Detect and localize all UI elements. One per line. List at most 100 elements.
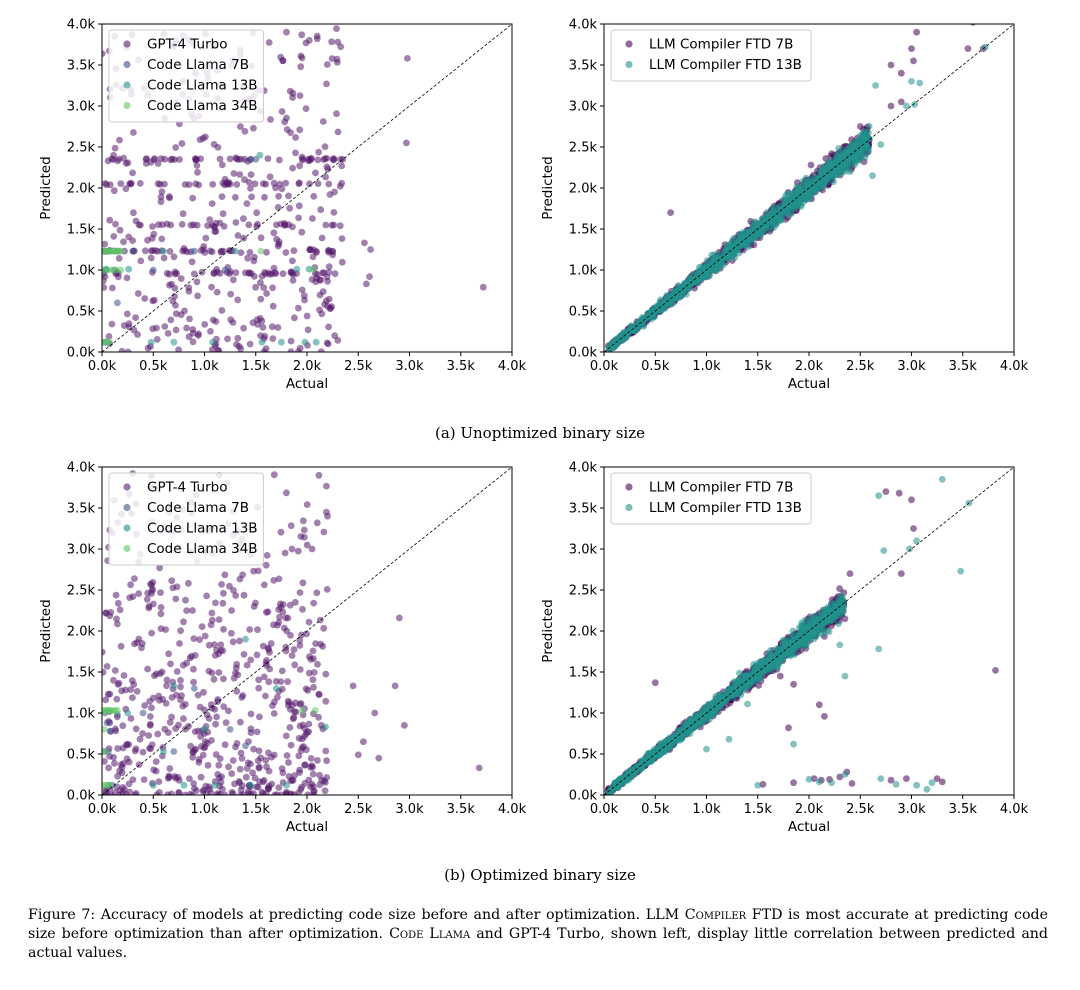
data-point — [185, 579, 192, 587]
data-point — [132, 745, 140, 753]
legend-label: GPT-4 Turbo — [147, 480, 228, 496]
data-point — [257, 234, 265, 242]
data-point — [181, 247, 189, 255]
data-point — [154, 180, 162, 188]
data-point — [116, 606, 124, 614]
data-point — [315, 713, 322, 721]
data-point — [118, 687, 125, 695]
data-point — [123, 310, 131, 318]
data-point — [169, 584, 177, 592]
plot-area — [604, 24, 1014, 352]
data-point — [843, 159, 851, 167]
data-point — [295, 180, 303, 188]
data-point — [151, 296, 158, 304]
data-point — [911, 101, 918, 108]
data-point — [134, 290, 142, 297]
data-point — [123, 755, 131, 763]
legend-box — [610, 29, 812, 82]
data-point — [193, 162, 201, 169]
data-point — [810, 775, 818, 782]
data-point — [132, 790, 140, 795]
data-point — [330, 221, 338, 229]
data-point — [234, 334, 242, 342]
data-point — [226, 726, 234, 733]
data-point — [202, 133, 209, 141]
data-point — [156, 789, 163, 795]
data-point — [310, 787, 318, 795]
data-point — [232, 154, 240, 162]
data-point — [189, 753, 197, 761]
data-point — [254, 626, 261, 634]
data-point — [118, 769, 126, 777]
data-point — [160, 254, 168, 262]
data-point — [166, 248, 174, 255]
data-point — [108, 155, 116, 163]
data-point — [289, 277, 297, 284]
data-point — [165, 650, 173, 658]
x-tick-label: 2.5k — [846, 359, 875, 374]
data-point — [208, 616, 216, 624]
data-point — [321, 787, 329, 795]
data-point — [118, 347, 126, 352]
x-axis-label: Actual — [286, 376, 328, 392]
data-point — [315, 148, 323, 156]
data-point — [259, 790, 267, 795]
y-tick-label: 2.0k — [67, 625, 96, 640]
data-point — [404, 55, 411, 62]
data-point — [310, 669, 318, 676]
data-point — [264, 644, 272, 652]
data-point — [167, 221, 175, 229]
data-point — [296, 126, 304, 134]
data-point — [242, 773, 250, 781]
data-point — [785, 724, 792, 732]
data-point — [313, 589, 321, 597]
plot-area — [604, 467, 1014, 795]
data-point — [263, 608, 270, 616]
data-point — [305, 618, 313, 626]
data-point — [776, 672, 784, 680]
x-tick-label: 0.0k — [590, 359, 619, 374]
data-point — [291, 661, 299, 669]
data-point — [147, 254, 155, 262]
data-point — [848, 142, 855, 150]
data-point — [229, 757, 237, 764]
data-point — [198, 623, 206, 630]
data-point — [283, 489, 290, 497]
data-point — [168, 694, 176, 701]
data-point — [266, 665, 274, 673]
data-point — [166, 719, 174, 726]
data-point — [208, 248, 216, 256]
data-point — [273, 221, 280, 229]
data-point — [247, 155, 255, 163]
data-point — [841, 615, 849, 623]
data-point — [232, 592, 240, 599]
y-tick-label: 1.5k — [67, 666, 96, 681]
data-point — [240, 651, 248, 658]
data-point — [208, 283, 215, 291]
data-point — [286, 724, 294, 731]
data-point — [256, 713, 263, 721]
data-point — [261, 193, 268, 201]
data-point — [194, 691, 202, 699]
x-tick-label: 0.5k — [641, 359, 670, 374]
data-point — [254, 220, 261, 228]
x-axis-label: Actual — [286, 819, 328, 835]
data-point — [360, 738, 367, 746]
data-point — [287, 348, 295, 352]
data-point — [114, 772, 121, 780]
data-point — [354, 751, 362, 759]
data-point — [114, 745, 122, 752]
data-point — [230, 674, 238, 682]
data-point — [145, 604, 153, 612]
data-point — [314, 660, 321, 668]
data-point — [272, 270, 280, 277]
data-point — [766, 217, 773, 225]
series-gpt-4-turbo — [102, 25, 487, 352]
data-point — [150, 156, 158, 164]
data-point — [249, 319, 257, 327]
data-point — [802, 191, 810, 199]
data-point — [110, 233, 118, 240]
data-point — [257, 279, 264, 287]
data-point — [285, 759, 292, 766]
data-point — [282, 647, 290, 655]
